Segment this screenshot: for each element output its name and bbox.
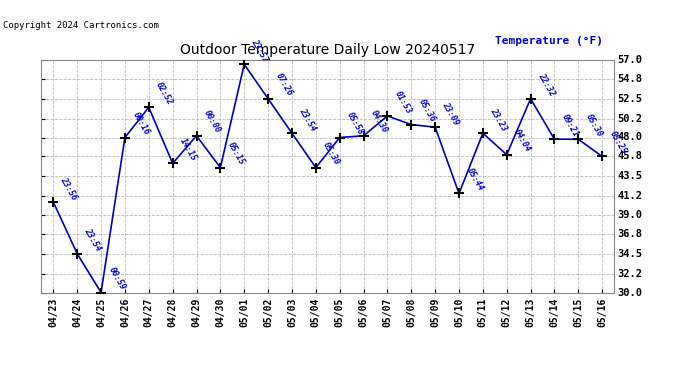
Text: 00:00: 00:00 (202, 109, 222, 135)
Text: 41.2: 41.2 (618, 191, 642, 201)
Text: 23:54: 23:54 (297, 106, 318, 132)
Text: 23:54: 23:54 (83, 227, 103, 253)
Text: 05:58: 05:58 (345, 111, 366, 137)
Text: 57.0: 57.0 (618, 55, 642, 65)
Text: 05:44: 05:44 (464, 166, 485, 193)
Text: Temperature (°F): Temperature (°F) (495, 36, 602, 46)
Text: 30.0: 30.0 (618, 288, 642, 297)
Text: 34.5: 34.5 (618, 249, 642, 259)
Text: 23:56: 23:56 (59, 175, 79, 201)
Text: 05:30: 05:30 (584, 112, 604, 138)
Text: 01:53: 01:53 (393, 89, 413, 115)
Text: 02:52: 02:52 (155, 80, 175, 106)
Text: 07:26: 07:26 (274, 72, 294, 98)
Text: 09:21: 09:21 (560, 112, 580, 138)
Text: 23:57: 23:57 (250, 38, 270, 63)
Text: Copyright 2024 Cartronics.com: Copyright 2024 Cartronics.com (3, 21, 159, 30)
Text: 45.8: 45.8 (618, 152, 642, 162)
Text: 36.8: 36.8 (618, 229, 642, 239)
Text: 05:36: 05:36 (417, 98, 437, 124)
Text: 43.5: 43.5 (618, 171, 642, 181)
Text: 50.2: 50.2 (618, 114, 642, 123)
Text: 05:30: 05:30 (322, 141, 342, 167)
Text: 23:09: 23:09 (441, 100, 461, 126)
Text: 04:04: 04:04 (512, 128, 533, 154)
Text: 05:25: 05:25 (608, 129, 628, 156)
Text: 23:23: 23:23 (489, 106, 509, 132)
Title: Outdoor Temperature Daily Low 20240517: Outdoor Temperature Daily Low 20240517 (180, 44, 475, 57)
Text: 48.0: 48.0 (618, 132, 642, 142)
Text: 00:59: 00:59 (107, 266, 127, 292)
Text: 32.2: 32.2 (618, 268, 642, 279)
Text: 54.8: 54.8 (618, 74, 642, 84)
Text: 39.0: 39.0 (618, 210, 642, 220)
Text: 22:32: 22:32 (536, 72, 556, 98)
Text: 14:15: 14:15 (178, 136, 199, 162)
Text: 04:30: 04:30 (369, 109, 389, 135)
Text: 00:16: 00:16 (130, 111, 151, 137)
Text: 52.5: 52.5 (618, 94, 642, 104)
Text: 05:15: 05:15 (226, 141, 246, 167)
